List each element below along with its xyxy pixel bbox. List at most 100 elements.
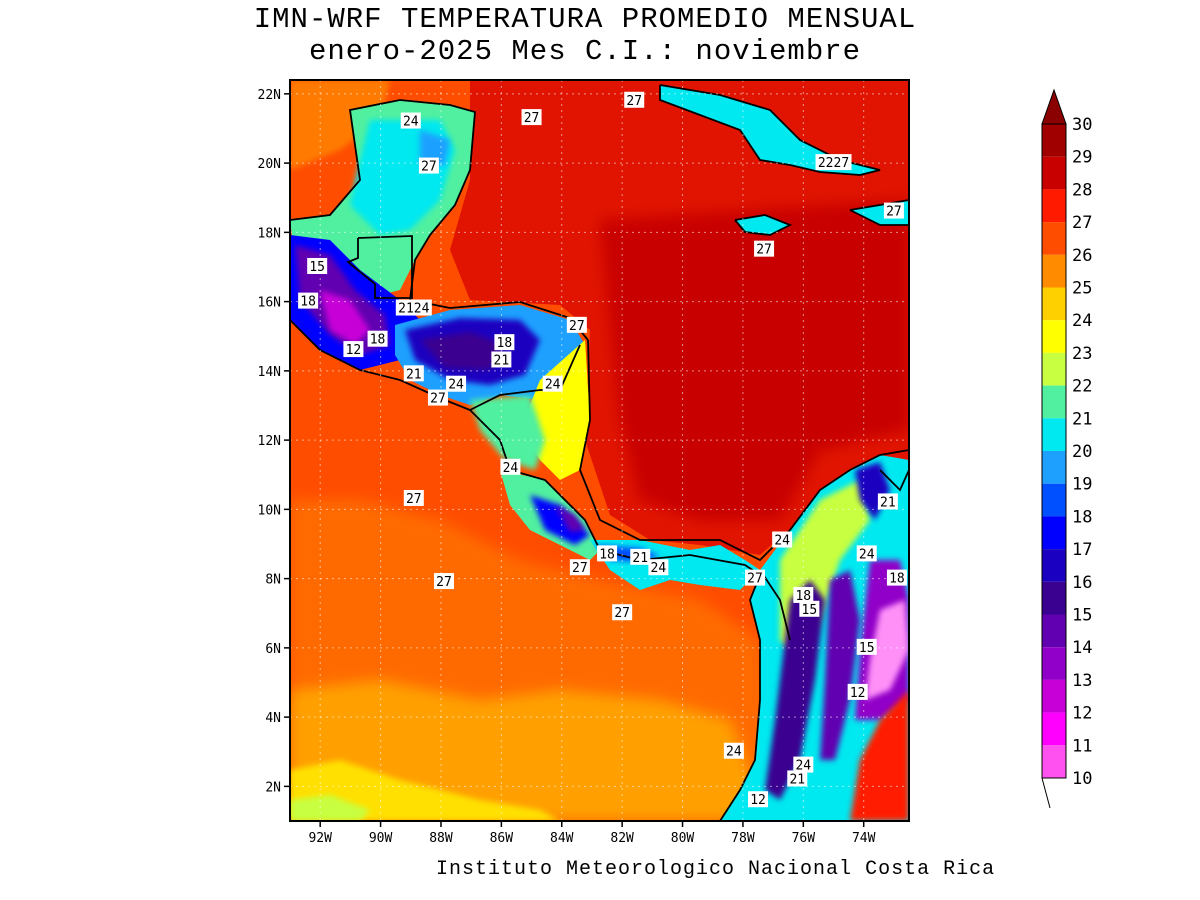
contour-label-bg	[433, 573, 454, 590]
lon-tick-label: 92W	[308, 831, 332, 846]
costa-rica-highlands-cold	[530, 495, 590, 545]
contour-label: 27	[614, 606, 630, 621]
contour-label-bg	[856, 638, 877, 655]
contour-label: 18	[300, 295, 316, 310]
colorbar-level-label: 25	[1072, 279, 1092, 299]
contour-label-bg	[877, 493, 898, 510]
colorbar-swatch	[1042, 418, 1066, 451]
yucatan-cooler	[420, 130, 450, 165]
contour-label-bg	[395, 299, 432, 316]
lon-tick-label: 74W	[852, 831, 876, 846]
colorbar-swatch	[1042, 679, 1066, 713]
contour-label: 27	[756, 243, 772, 258]
lat-tick-label: 20N	[258, 157, 281, 172]
contour-label: 15	[309, 260, 325, 275]
colorbar-level-label: 14	[1072, 638, 1092, 658]
contour-label: 2227	[818, 156, 849, 171]
contour-label-bg	[307, 257, 328, 274]
contour-label: 24	[651, 561, 667, 576]
lon-tick-label: 88W	[429, 831, 453, 846]
colombia-llanos	[850, 690, 909, 821]
contour-label-bg	[491, 351, 512, 368]
colorbar-over-triangle	[1041, 88, 1067, 125]
contour-label: 18	[599, 547, 615, 562]
colorbar-level-label: 12	[1072, 704, 1092, 724]
colorbar-level-label: 27	[1072, 213, 1092, 233]
colorbar-level-label: 29	[1072, 148, 1092, 168]
lon-tick-label: 76W	[792, 831, 816, 846]
honduras-border	[469, 344, 581, 411]
contour-label-bg	[403, 365, 424, 382]
colorbar-swatch	[1042, 647, 1066, 680]
contour-label-bg	[799, 600, 820, 617]
map-title-line1: IMN-WRF TEMPERATURA PROMEDIO MENSUAL	[253, 3, 917, 36]
colorbar-swatch	[1042, 549, 1066, 582]
panama-colombia-border	[759, 569, 791, 641]
longitude-axis: 92W 90W 88W 86W 84W 82W 80W 78W 76W 74W	[308, 821, 876, 846]
colorbar-swatch	[1042, 451, 1066, 484]
colorbar-swatch	[1042, 156, 1066, 190]
lat-tick-label: 14N	[258, 365, 281, 380]
guatemala-border	[346, 235, 413, 299]
colorbar-swatch	[1042, 254, 1066, 288]
nicaragua-mid	[470, 395, 545, 470]
colorbar-swatch	[1042, 385, 1066, 419]
contour-label-bg	[793, 586, 814, 603]
contour-label-bg	[624, 91, 645, 108]
colorbar-swatch	[1042, 124, 1066, 157]
lat-tick-label: 18N	[258, 226, 281, 241]
colorbar-swatch	[1042, 614, 1066, 648]
contour-label-bg	[566, 316, 587, 333]
contour-label: 15	[859, 641, 875, 656]
contour-label-bg	[886, 569, 907, 586]
colorbar-swatch	[1042, 581, 1066, 615]
contour-label-bg	[847, 683, 868, 700]
colombia-andes-east-peak	[865, 600, 909, 700]
contour-label-bg	[630, 548, 651, 565]
lat-tick-label: 16N	[258, 296, 281, 311]
contour-label-bg	[856, 545, 877, 562]
contour-label-bg	[298, 292, 319, 309]
lon-tick-label: 90W	[369, 831, 393, 846]
colombia-andes-west	[765, 580, 825, 800]
contour-label: 21	[789, 772, 805, 787]
contour-label: 18	[370, 333, 386, 348]
colorbar-level-label: 23	[1072, 344, 1092, 364]
honduras-highlands-colder	[420, 332, 505, 370]
lat-tick-label: 2N	[265, 780, 281, 795]
contour-label-bg	[723, 742, 744, 759]
colorbar-level-label: 24	[1072, 311, 1092, 331]
colorbar-swatch	[1042, 483, 1066, 517]
contour-label-bg	[597, 545, 618, 562]
lat-tick-label: 4N	[265, 711, 281, 726]
lat-tick-label: 10N	[258, 503, 281, 518]
colorbar-swatch	[1042, 189, 1066, 223]
colorbar-level-label: 17	[1072, 540, 1092, 560]
contour-label: 21	[880, 495, 896, 510]
credit-text: Instituto Meteorologico Nacional Costa R…	[436, 858, 996, 881]
lon-tick-label: 82W	[610, 831, 634, 846]
contour-label: 27	[626, 94, 642, 109]
lon-tick-label: 80W	[671, 831, 695, 846]
contour-label-bg	[772, 531, 793, 548]
contour-label-bg	[427, 389, 448, 406]
contour-label: 12	[346, 343, 362, 358]
contour-label: 12	[750, 793, 766, 808]
colorbar-level-label: 30	[1072, 115, 1092, 135]
colorbar-swatch	[1042, 712, 1066, 746]
map-title-line2: enero-2025 Mes C.I.: noviembre	[308, 35, 862, 68]
contour-label-bg	[400, 112, 421, 129]
contour-label: 27	[569, 319, 585, 334]
contour-label: 27	[406, 492, 422, 507]
colorbar-level-label: 15	[1072, 606, 1092, 626]
contour-label: 18	[497, 336, 513, 351]
gulf-26	[290, 80, 390, 170]
contour-label: 15	[802, 603, 818, 618]
contour-label-bg	[787, 770, 808, 787]
lat-tick-label: 6N	[265, 642, 281, 657]
colorbar-level-label: 19	[1072, 475, 1092, 495]
lon-tick-label: 86W	[490, 831, 514, 846]
contour-label-bg	[612, 604, 633, 621]
colorbar-swatch	[1042, 287, 1066, 321]
